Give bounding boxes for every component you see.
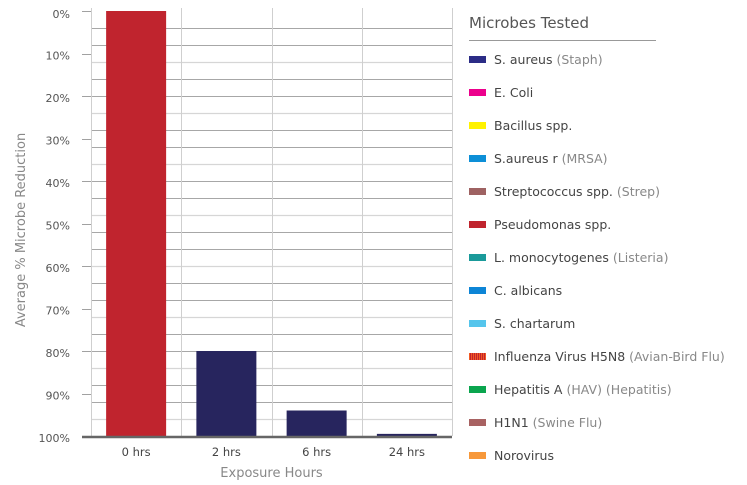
legend-item: E. Coli <box>469 76 747 109</box>
y-tick-label: 50% <box>46 220 70 233</box>
legend-item-name: Streptococcus spp. <box>494 184 613 199</box>
legend-item-name: Bacillus spp. <box>494 118 573 133</box>
legend-swatch <box>469 188 486 195</box>
bar-6-hrs <box>286 410 347 436</box>
legend-item-note: (Avian-Bird Flu) <box>629 349 725 364</box>
legend-swatch <box>469 386 486 393</box>
legend-item: H1N1 (Swine Flu) <box>469 406 747 439</box>
legend: Microbes Tested S. aureus (Staph) E. Coli B… <box>469 14 747 472</box>
x-axis-label: Exposure Hours <box>220 466 323 481</box>
legend-item-note: (Listeria) <box>612 250 669 265</box>
bar-24-hrs <box>376 433 437 436</box>
legend-item-name: E. Coli <box>494 85 534 100</box>
legend-item-name: S. aureus <box>494 52 553 67</box>
legend-item: L. monocytogenes (Listeria) <box>469 241 747 274</box>
y-tick-label: 40% <box>46 177 70 190</box>
legend-swatch <box>469 419 486 426</box>
legend-swatch <box>469 221 486 228</box>
bar-2-hrs <box>196 351 257 436</box>
x-tick-label: 0 hrs <box>122 445 151 459</box>
legend-title: Microbes Tested <box>469 14 656 41</box>
legend-item: Pseudomonas spp. <box>469 208 747 241</box>
y-tick-label: 100% <box>39 432 70 445</box>
legend-swatch <box>469 155 486 162</box>
legend-item-name: Pseudomonas spp. <box>494 217 612 232</box>
legend-item: C. albicans <box>469 274 747 307</box>
x-tick-label: 2 hrs <box>212 445 241 459</box>
legend-item-note: (Staph) <box>556 52 603 67</box>
legend-swatch <box>469 320 486 327</box>
bar-chart: 0% 10% 20% 30% 40% 50% 60% 70% 80% 90% 100% 0 hrs 2 … <box>14 8 453 481</box>
legend-item-name: H1N1 <box>494 415 529 430</box>
y-tick-label: 70% <box>46 305 70 318</box>
legend-swatch <box>469 122 486 129</box>
y-tick-label: 90% <box>46 390 70 403</box>
legend-item-name: C. albicans <box>494 283 563 298</box>
y-tick-label: 80% <box>46 347 70 360</box>
y-tick-label: 60% <box>46 262 70 275</box>
legend-swatch <box>469 353 486 360</box>
legend-item-note: (Swine Flu) <box>532 415 603 430</box>
legend-item: Bacillus spp. <box>469 109 747 142</box>
legend-item-note: (MRSA) <box>561 151 608 166</box>
legend-item: Influenza Virus H5N8 (Avian-Bird Flu) <box>469 340 747 373</box>
legend-swatch <box>469 287 486 294</box>
legend-item: Norovirus <box>469 439 747 472</box>
legend-swatch <box>469 89 486 96</box>
legend-item: Streptococcus spp. (Strep) <box>469 175 747 208</box>
y-tick-label: 30% <box>46 135 70 148</box>
legend-item: Hepatitis A (HAV) (Hepatitis) <box>469 373 747 406</box>
legend-item-name: S.aureus r <box>494 151 558 166</box>
legend-item: S. chartarum <box>469 307 747 340</box>
legend-item-name: S. chartarum <box>494 316 576 331</box>
legend-item: S.aureus r (MRSA) <box>469 142 747 175</box>
legend-item-name: Influenza Virus H5N8 <box>494 349 626 364</box>
bar-0-hrs <box>106 11 167 436</box>
y-tick-label: 0% <box>53 8 70 21</box>
legend-swatch <box>469 254 486 261</box>
legend-item: S. aureus (Staph) <box>469 43 747 76</box>
legend-item-note: (Strep) <box>616 184 660 199</box>
y-axis-label: Average % Microbe Reduction <box>14 133 29 327</box>
legend-swatch <box>469 56 486 63</box>
x-tick-label: 24 hrs <box>389 445 425 459</box>
legend-swatch <box>469 452 486 459</box>
x-tick-label: 6 hrs <box>302 445 331 459</box>
legend-item-name: Hepatitis A <box>494 382 563 397</box>
legend-item-name: L. monocytogenes <box>494 250 609 265</box>
legend-item-note: (HAV) (Hepatitis) <box>566 382 672 397</box>
y-tick-label: 10% <box>46 50 70 63</box>
legend-item-name: Norovirus <box>494 448 554 463</box>
y-tick-label: 20% <box>46 92 70 105</box>
